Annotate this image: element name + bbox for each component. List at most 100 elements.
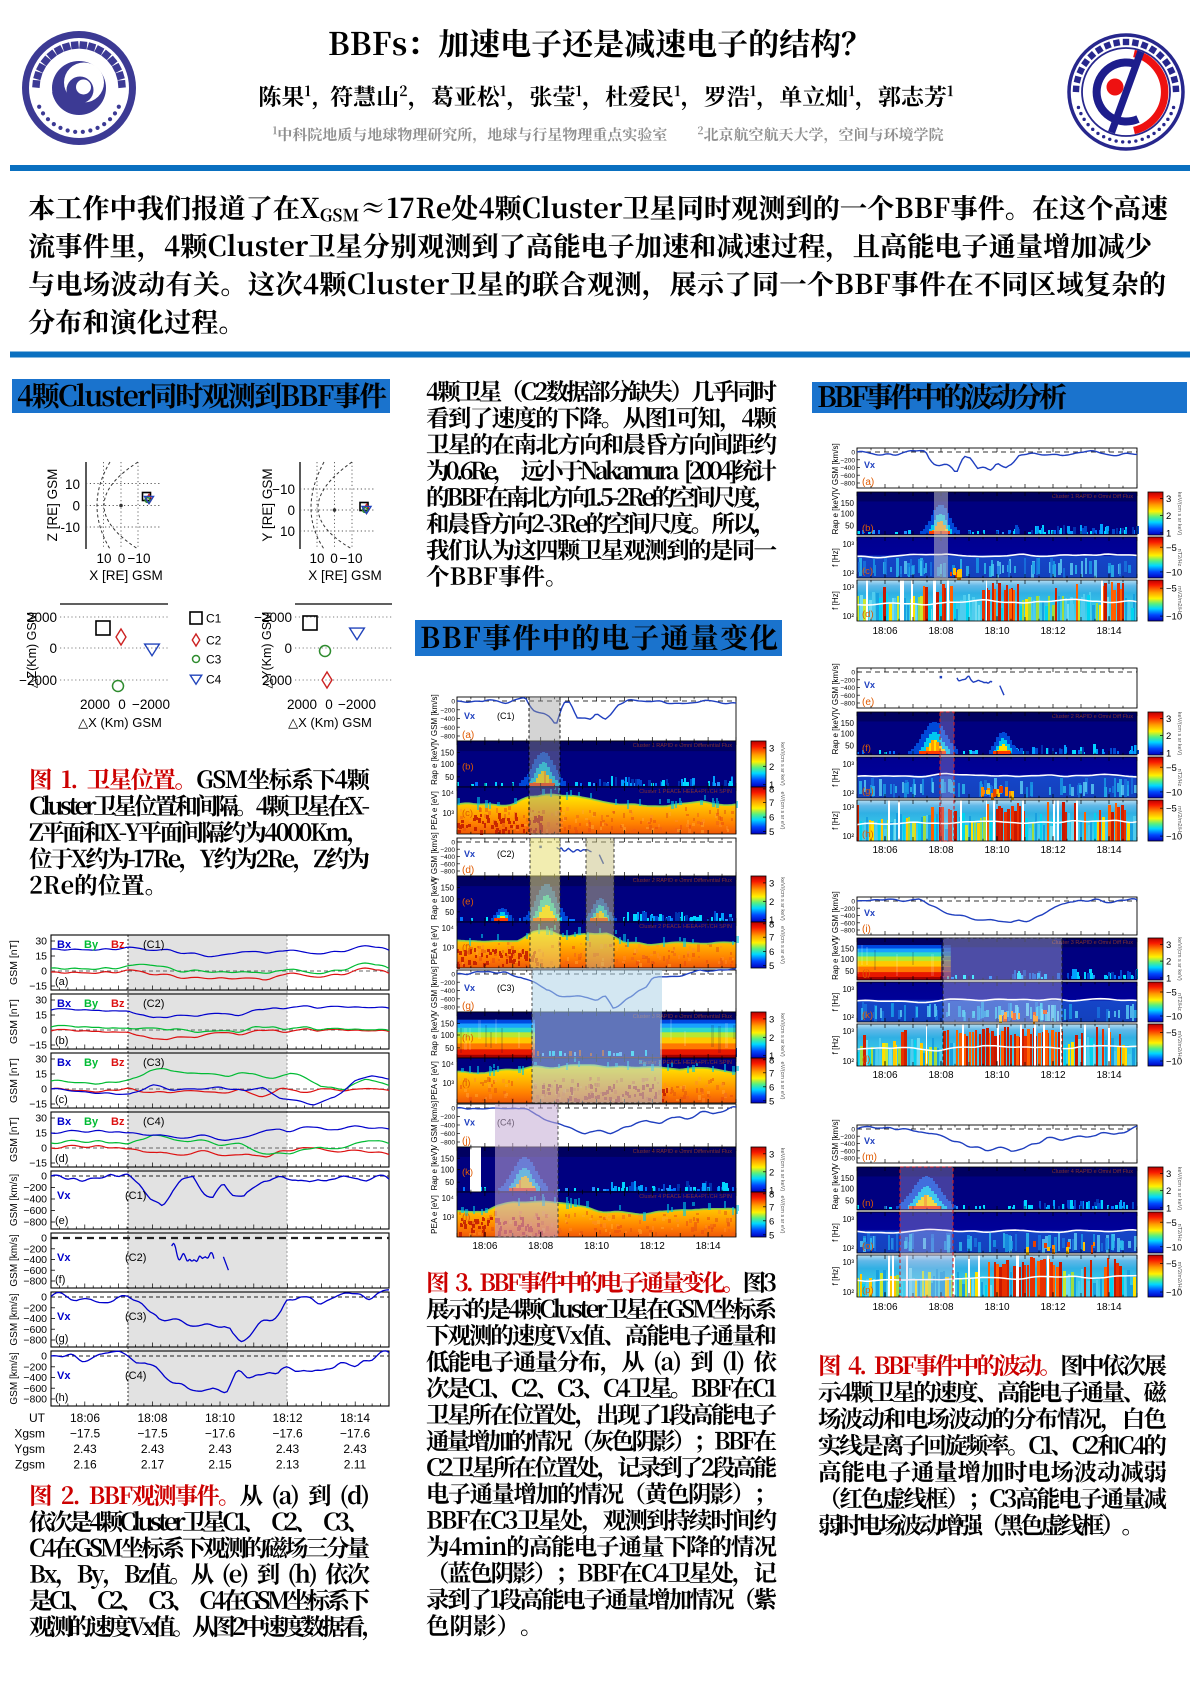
svg-text:0: 0 (851, 670, 855, 677)
svg-text:(h): (h) (55, 1392, 68, 1404)
svg-text:GSM [km/s]: GSM [km/s] (9, 1352, 20, 1404)
svg-text:Z [RE] GSM: Z [RE] GSM (45, 469, 60, 542)
svg-text:100: 100 (841, 730, 855, 739)
svg-text:−2000: −2000 (338, 697, 376, 712)
svg-text:Bz: Bz (111, 939, 125, 951)
svg-text:100: 100 (441, 760, 455, 769)
svg-text:C1: C1 (206, 612, 222, 626)
svg-text:Cluster 3 PEACE HEEA+PITCH SPI: Cluster 3 PEACE HEEA+PITCH SPIN (639, 1060, 732, 1066)
svg-text:100: 100 (841, 510, 855, 519)
svg-text:(c): (c) (862, 566, 873, 577)
svg-text:18:06: 18:06 (472, 1241, 497, 1252)
svg-text:2: 2 (769, 897, 774, 908)
svg-text:10³: 10³ (442, 809, 454, 818)
svg-text:Cluster 2 PEACE HEEA+PITCH SPI: Cluster 2 PEACE HEEA+PITCH SPIN (639, 924, 732, 930)
svg-text:mV2/m2/Hz: mV2/m2/Hz (1176, 1262, 1182, 1291)
svg-text:(l): (l) (462, 1212, 470, 1223)
svg-text:0: 0 (41, 1292, 47, 1304)
svg-text:150: 150 (441, 884, 455, 893)
svg-text:GSM [nT]: GSM [nT] (8, 940, 20, 985)
svg-text:18:08: 18:08 (928, 626, 953, 637)
svg-text:0: 0 (118, 551, 126, 566)
svg-text:−800: −800 (440, 869, 455, 876)
svg-text:2: 2 (1166, 957, 1171, 968)
svg-text:5: 5 (769, 1230, 774, 1241)
svg-text:(n): (n) (862, 1198, 874, 1209)
svg-text:−10: −10 (1166, 612, 1182, 623)
svg-text:−5: −5 (1166, 804, 1177, 815)
svg-text:18:12: 18:12 (1040, 845, 1065, 856)
svg-text:Zgsm: Zgsm (15, 1458, 45, 1472)
svg-text:18:06: 18:06 (872, 626, 897, 637)
svg-text:15: 15 (35, 1128, 47, 1140)
svg-text:Rap e [keV]: Rap e [keV] (430, 743, 439, 785)
svg-text:-10: -10 (60, 520, 80, 535)
svg-text:18:06: 18:06 (872, 1070, 897, 1081)
svg-text:100: 100 (441, 1031, 455, 1040)
svg-text:18:14: 18:14 (1096, 626, 1121, 637)
svg-text:(C1): (C1) (497, 711, 515, 721)
svg-text:5: 5 (769, 1096, 774, 1107)
svg-text:2: 2 (1166, 511, 1171, 522)
svg-text:−600: −600 (440, 725, 455, 732)
svg-text:nT2/Hz: nT2/Hz (1176, 1224, 1182, 1242)
svg-text:150: 150 (441, 1020, 455, 1029)
svg-text:1: 1 (769, 915, 774, 926)
svg-text:6: 6 (769, 1082, 774, 1093)
svg-text:(c): (c) (55, 1094, 68, 1106)
svg-text:−400: −400 (23, 1313, 47, 1325)
svg-text:−2000: −2000 (19, 673, 57, 688)
svg-text:0: 0 (41, 1351, 47, 1363)
svg-text:(C3): (C3) (143, 1057, 164, 1069)
svg-text:10: 10 (309, 551, 324, 566)
svg-text:10⁴: 10⁴ (442, 1194, 455, 1203)
svg-text:(h): (h) (862, 829, 874, 840)
svg-text:50: 50 (445, 773, 454, 782)
svg-text:−200: −200 (440, 980, 455, 987)
svg-text:−5: −5 (1166, 1218, 1177, 1229)
svg-text:−200: −200 (23, 1361, 47, 1373)
svg-text:−5: −5 (1166, 988, 1177, 999)
svg-text:−400: −400 (840, 1141, 855, 1148)
svg-text:(b): (b) (55, 1035, 68, 1047)
svg-text:−800: −800 (23, 1276, 47, 1288)
svg-text:mV2/m2/Hz: mV2/m2/Hz (1176, 1031, 1182, 1060)
svg-text:(h): (h) (462, 1033, 474, 1044)
svg-text:1: 1 (1166, 1203, 1171, 1214)
svg-text:△Z(Km) GSM: △Z(Km) GSM (25, 612, 39, 688)
svg-text:10³: 10³ (442, 1213, 454, 1222)
svg-text:C2: C2 (206, 634, 222, 648)
svg-text:nT2/Hz: nT2/Hz (1176, 993, 1182, 1011)
svg-text:18:10: 18:10 (584, 1241, 609, 1252)
svg-text:2.43: 2.43 (73, 1442, 97, 1456)
svg-text:18:14: 18:14 (1096, 1070, 1121, 1081)
svg-text:−10: −10 (1166, 832, 1182, 843)
svg-text:−17.5: −17.5 (137, 1427, 168, 1441)
svg-text:−600: −600 (23, 1383, 47, 1395)
svg-text:−5: −5 (1166, 763, 1177, 774)
svg-text:−15: −15 (29, 1040, 47, 1052)
svg-text:3: 3 (1166, 494, 1171, 505)
svg-text:f [Hz]: f [Hz] (831, 768, 840, 787)
svg-text:V GSM [km/s]: V GSM [km/s] (831, 891, 840, 940)
svg-text:10³: 10³ (842, 1027, 854, 1036)
svg-text:150: 150 (841, 499, 855, 508)
svg-text:(f): (f) (462, 943, 471, 954)
svg-text:10⁴: 10⁴ (442, 789, 455, 798)
svg-text:(e): (e) (462, 897, 474, 908)
svg-text:−400: −400 (440, 988, 455, 995)
svg-text:0: 0 (851, 1127, 855, 1134)
svg-text:1: 1 (769, 1051, 774, 1062)
svg-text:Rap e [keV]: Rap e [keV] (430, 1149, 439, 1191)
svg-text:Cluster 4 RAPID e Omni Diff Fl: Cluster 4 RAPID e Omni Diff Flux (1052, 1169, 1133, 1175)
svg-text:18:10: 18:10 (984, 1070, 1009, 1081)
svg-text:0: 0 (451, 840, 455, 847)
svg-text:50: 50 (845, 967, 854, 976)
svg-text:−5: −5 (1166, 1028, 1177, 1039)
svg-text:0: 0 (118, 697, 126, 712)
svg-text:f [Hz]: f [Hz] (831, 1036, 840, 1055)
svg-text:(b): (b) (862, 523, 874, 534)
svg-text:Bz: Bz (111, 1116, 125, 1128)
svg-text:Bz: Bz (111, 1057, 125, 1069)
svg-text:10⁴: 10⁴ (442, 924, 455, 933)
